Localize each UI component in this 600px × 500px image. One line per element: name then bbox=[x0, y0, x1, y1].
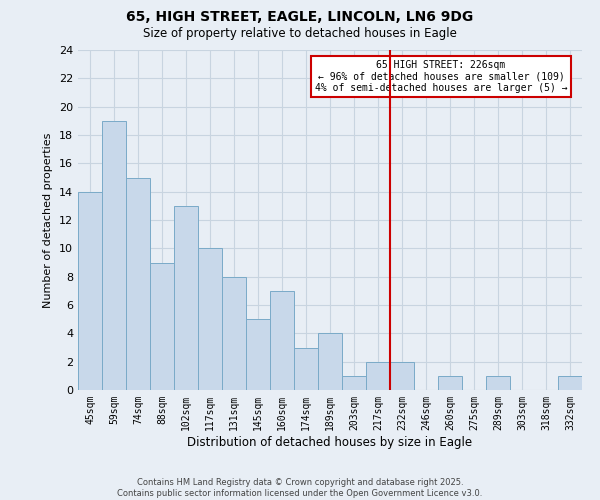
Bar bbox=[390, 362, 414, 390]
Text: Size of property relative to detached houses in Eagle: Size of property relative to detached ho… bbox=[143, 28, 457, 40]
Bar bbox=[222, 276, 246, 390]
Bar bbox=[198, 248, 222, 390]
Bar bbox=[366, 362, 390, 390]
Bar bbox=[246, 319, 270, 390]
Bar bbox=[294, 348, 318, 390]
Text: 65 HIGH STREET: 226sqm
← 96% of detached houses are smaller (109)
4% of semi-det: 65 HIGH STREET: 226sqm ← 96% of detached… bbox=[314, 60, 567, 94]
Bar bbox=[174, 206, 198, 390]
Bar bbox=[78, 192, 102, 390]
Bar bbox=[318, 334, 342, 390]
Bar bbox=[486, 376, 510, 390]
Bar bbox=[150, 262, 174, 390]
Bar bbox=[342, 376, 366, 390]
Text: Contains HM Land Registry data © Crown copyright and database right 2025.
Contai: Contains HM Land Registry data © Crown c… bbox=[118, 478, 482, 498]
Y-axis label: Number of detached properties: Number of detached properties bbox=[43, 132, 53, 308]
Bar bbox=[126, 178, 150, 390]
Bar bbox=[270, 291, 294, 390]
Bar bbox=[102, 121, 126, 390]
X-axis label: Distribution of detached houses by size in Eagle: Distribution of detached houses by size … bbox=[187, 436, 473, 448]
Bar bbox=[558, 376, 582, 390]
Bar bbox=[438, 376, 462, 390]
Text: 65, HIGH STREET, EAGLE, LINCOLN, LN6 9DG: 65, HIGH STREET, EAGLE, LINCOLN, LN6 9DG bbox=[127, 10, 473, 24]
